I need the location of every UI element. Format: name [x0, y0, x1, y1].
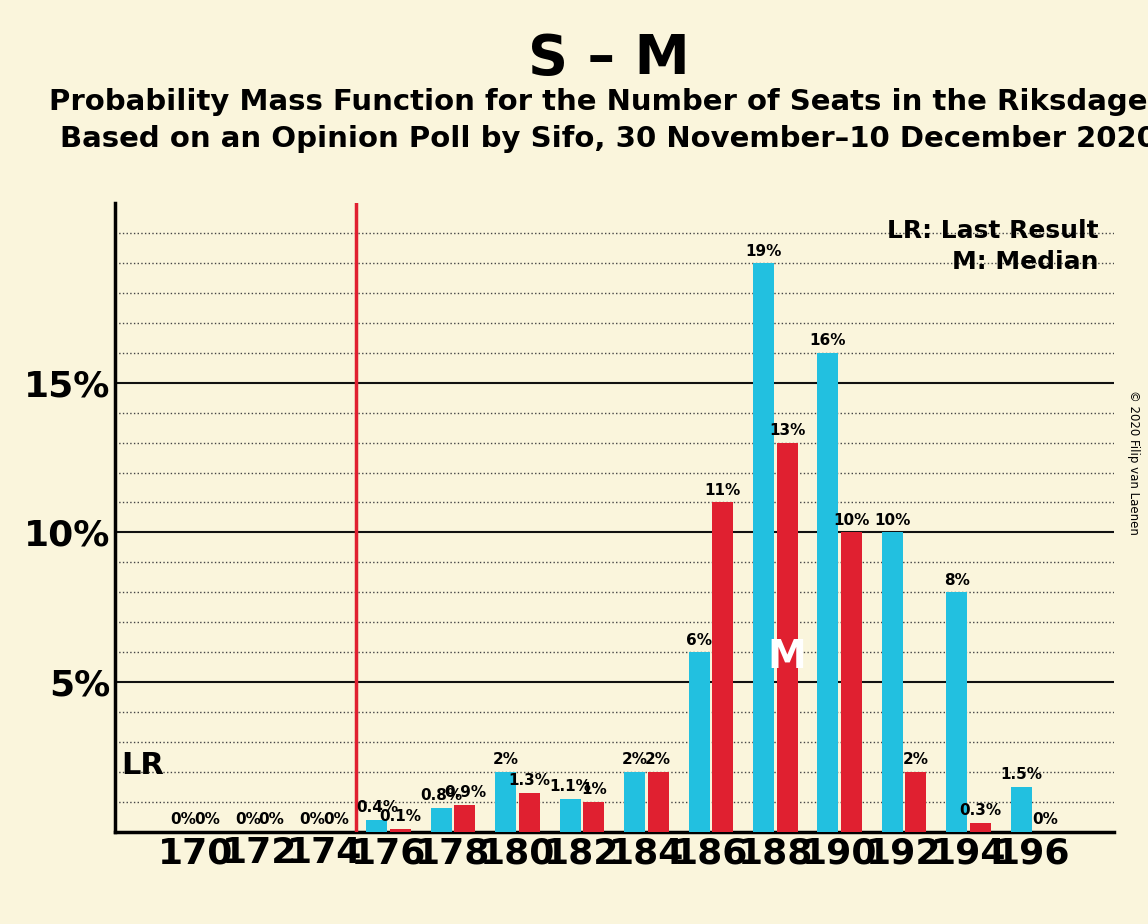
Bar: [455, 805, 475, 832]
Bar: [817, 353, 838, 832]
Text: Probability Mass Function for the Number of Seats in the Riksdagen: Probability Mass Function for the Number…: [49, 88, 1148, 116]
Bar: [841, 532, 862, 832]
Text: 11%: 11%: [705, 483, 740, 498]
Bar: [583, 802, 604, 832]
Text: 1%: 1%: [581, 783, 606, 797]
Text: 19%: 19%: [745, 244, 782, 259]
Bar: [906, 772, 926, 832]
Text: M: M: [768, 638, 806, 675]
Text: 0.1%: 0.1%: [379, 809, 421, 824]
Text: 0.9%: 0.9%: [444, 785, 486, 800]
Text: 0%: 0%: [300, 812, 325, 827]
Text: 2%: 2%: [621, 752, 647, 767]
Text: LR: LR: [122, 751, 164, 780]
Bar: [430, 808, 452, 832]
Bar: [495, 772, 517, 832]
Text: 0.8%: 0.8%: [420, 788, 463, 803]
Bar: [882, 532, 902, 832]
Text: 13%: 13%: [769, 423, 805, 438]
Text: 0.4%: 0.4%: [356, 800, 398, 815]
Bar: [366, 820, 387, 832]
Text: 2%: 2%: [645, 752, 672, 767]
Bar: [776, 443, 798, 832]
Bar: [689, 652, 709, 832]
Text: 10%: 10%: [833, 513, 870, 528]
Bar: [1010, 786, 1032, 832]
Text: 2%: 2%: [903, 752, 929, 767]
Text: 0%: 0%: [258, 812, 285, 827]
Bar: [712, 503, 734, 832]
Bar: [390, 829, 411, 832]
Text: Based on an Opinion Poll by Sifo, 30 November–10 December 2020: Based on an Opinion Poll by Sifo, 30 Nov…: [60, 125, 1148, 152]
Text: 0.3%: 0.3%: [960, 803, 1001, 818]
Text: M: Median: M: Median: [952, 250, 1099, 274]
Bar: [753, 263, 774, 832]
Text: 6%: 6%: [687, 633, 712, 648]
Bar: [946, 592, 968, 832]
Text: 10%: 10%: [874, 513, 910, 528]
Text: 0%: 0%: [1032, 812, 1057, 827]
Text: 16%: 16%: [809, 334, 846, 348]
Bar: [560, 798, 581, 832]
Text: © 2020 Filip van Laenen: © 2020 Filip van Laenen: [1127, 390, 1140, 534]
Text: 0%: 0%: [194, 812, 220, 827]
Text: 0%: 0%: [323, 812, 349, 827]
Bar: [647, 772, 668, 832]
Text: S – M: S – M: [528, 32, 689, 86]
Text: 1.3%: 1.3%: [509, 773, 550, 788]
Text: 2%: 2%: [492, 752, 519, 767]
Text: 1.1%: 1.1%: [549, 779, 591, 795]
Bar: [625, 772, 645, 832]
Text: 0%: 0%: [235, 812, 261, 827]
Text: 1.5%: 1.5%: [1000, 767, 1042, 783]
Bar: [970, 822, 991, 832]
Bar: [519, 793, 540, 832]
Text: LR: Last Result: LR: Last Result: [887, 219, 1099, 243]
Text: 0%: 0%: [171, 812, 196, 827]
Text: 8%: 8%: [944, 573, 970, 588]
